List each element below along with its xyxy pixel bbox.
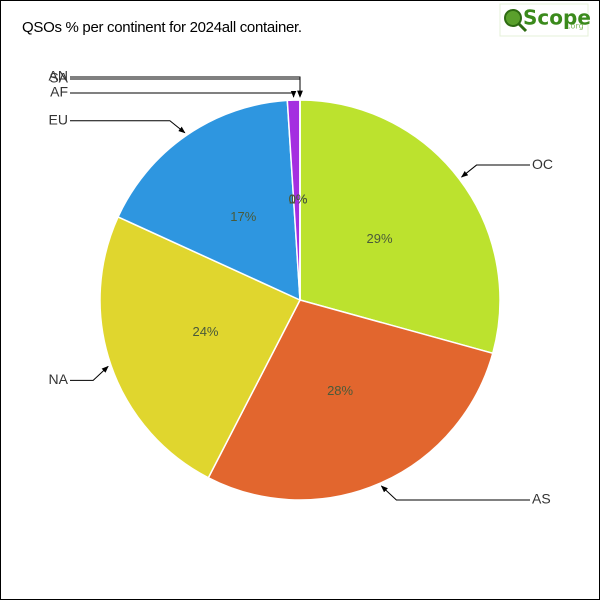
leader-line — [70, 90, 297, 98]
data-label: 24% — [192, 324, 218, 339]
logo-suffix: .org — [568, 22, 584, 31]
slice-label: AF — [50, 84, 68, 100]
slice-label: SA — [49, 70, 68, 86]
logo-text: Scope — [523, 6, 591, 30]
leader-line — [70, 76, 303, 98]
pie-slice — [207, 299, 494, 501]
data-label: 0% — [289, 191, 308, 206]
pie-slice — [299, 99, 501, 355]
slice-label: OC — [532, 156, 553, 172]
leader-line — [460, 164, 530, 178]
leader-line — [380, 485, 530, 501]
data-label: 17% — [230, 209, 256, 224]
leader-line — [70, 365, 109, 381]
logo: Scope .org — [499, 3, 591, 37]
slice-label: EU — [49, 111, 68, 127]
logo-icon-handle — [517, 22, 528, 33]
slice-label: AN — [49, 68, 68, 84]
pie-slice — [99, 215, 302, 479]
leader-line — [70, 120, 186, 134]
chart-title: QSOs % per continent for 2024all contain… — [22, 19, 302, 36]
slice-label: AS — [532, 491, 551, 507]
data-label: 1% — [289, 191, 308, 206]
data-label: 29% — [367, 231, 393, 246]
logo-icon — [504, 9, 522, 27]
pie-slice — [117, 99, 301, 302]
data-label: 0% — [289, 191, 308, 206]
data-label: 28% — [327, 383, 353, 398]
slice-label: NA — [49, 371, 69, 387]
